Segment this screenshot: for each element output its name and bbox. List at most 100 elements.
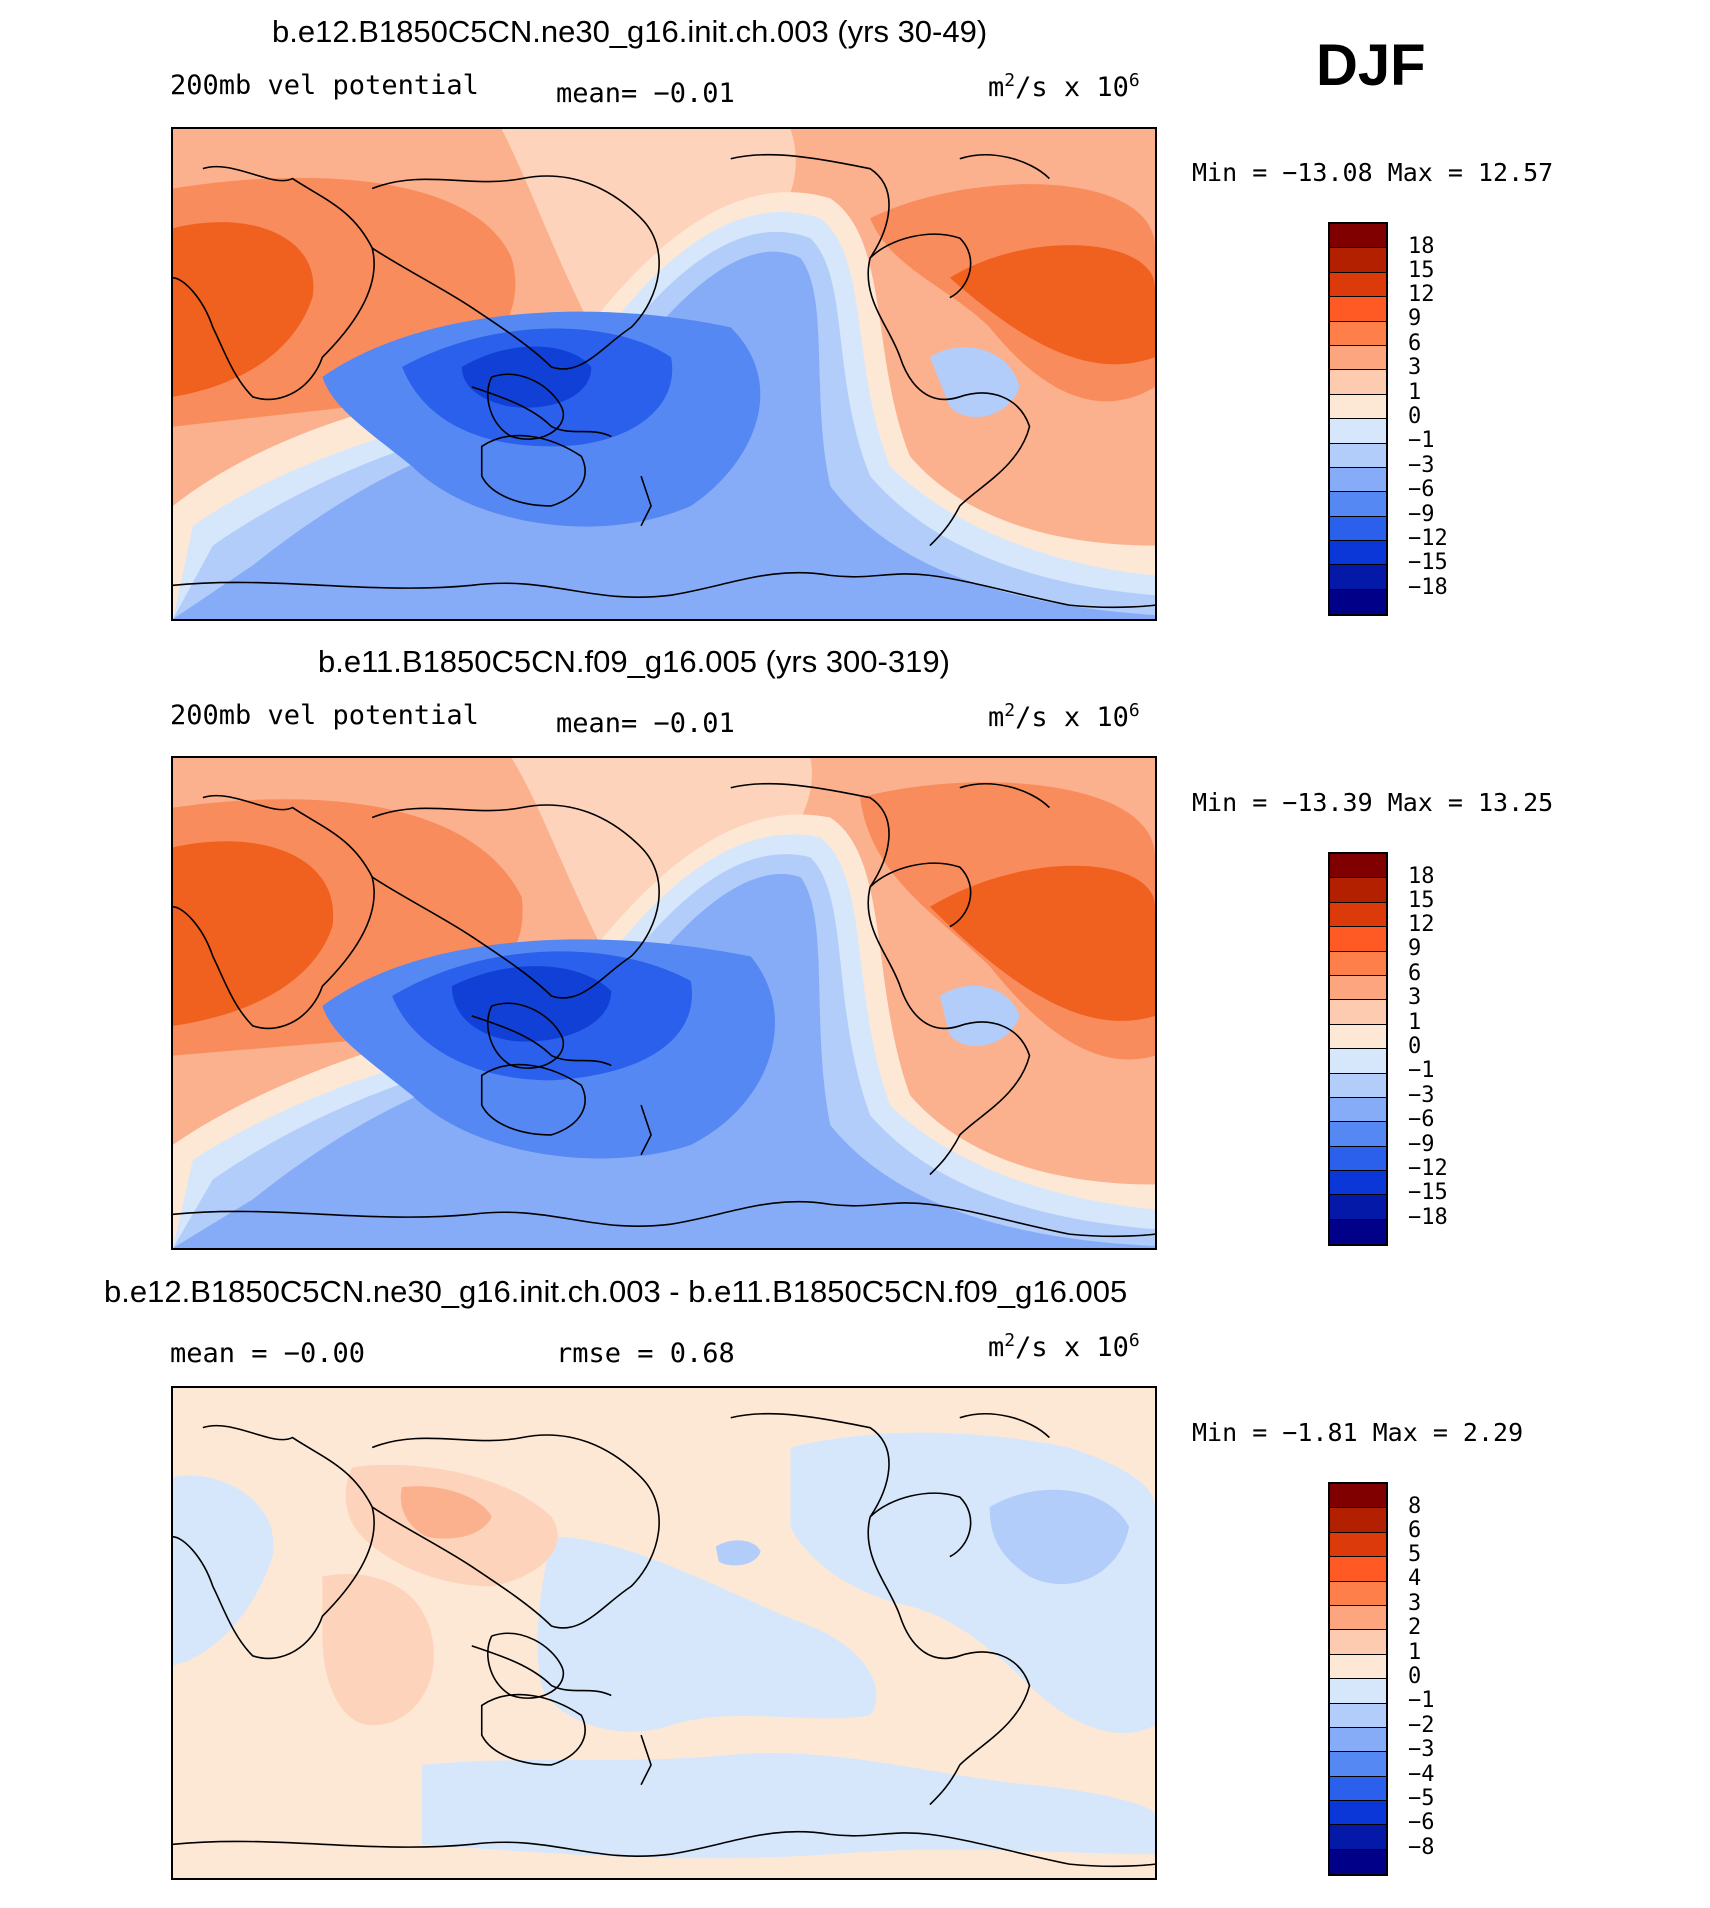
panel1-colorbar-cell — [1330, 394, 1386, 420]
panel2-colorbar-label: −6 — [1408, 1107, 1435, 1132]
panel2-colorbar-label: −1 — [1408, 1058, 1435, 1083]
panel3-map-svg — [173, 1388, 1155, 1878]
panel1-colorbar-cell — [1330, 541, 1386, 566]
panel2-colorbar-label: 6 — [1408, 961, 1422, 986]
panel3-colorbar-label: −5 — [1408, 1786, 1435, 1811]
panel2-mean-label: mean= −0.01 — [556, 708, 735, 739]
panel1-colorbar-label: −12 — [1408, 526, 1448, 551]
panel3-southern-ocean-low — [421, 1753, 1155, 1859]
panel1-colorbar-label: 1 — [1408, 380, 1422, 405]
panel3-colorbar-label: −2 — [1408, 1713, 1435, 1738]
panel3-colorbar-label: 0 — [1408, 1664, 1422, 1689]
panel3-colorbar-label: 8 — [1408, 1494, 1422, 1519]
panel2-colorbar-cell — [1330, 902, 1386, 928]
panel3-colorbar-cell — [1330, 1630, 1386, 1655]
panel3-indian-high — [322, 1573, 434, 1726]
panel2-colorbar-cell — [1330, 1000, 1386, 1025]
panel2-colorbar-label: 15 — [1408, 888, 1435, 913]
panel2-colorbar-label: 1 — [1408, 1010, 1422, 1035]
panel3-title: b.e12.B1850C5CN.ne30_g16.init.ch.003 - b… — [104, 1274, 1128, 1309]
panel1-colorbar-cell — [1330, 492, 1386, 517]
panel3-colorbar-cell — [1330, 1801, 1386, 1826]
panel1-colorbar-label: −15 — [1408, 550, 1448, 575]
panel1-atlantic-core — [949, 245, 1155, 365]
panel3-colorbar-cell — [1330, 1752, 1386, 1777]
panel2-colorbar-cell — [1330, 1195, 1386, 1220]
panel1-coastlines — [173, 153, 1155, 609]
panel1-minmax: Min = −13.08 Max = 12.57 — [1192, 158, 1554, 187]
panel3-pacific-low — [537, 1536, 877, 1732]
panel1-africa-high — [173, 222, 314, 397]
panel2-colorbar-label: −15 — [1408, 1180, 1448, 1205]
panel1-colorbar-label: −1 — [1408, 428, 1435, 453]
panel1-south-america-low — [929, 347, 1020, 418]
panel2-map — [171, 756, 1157, 1250]
panel1-colorbar-cell — [1330, 565, 1386, 590]
panel2-field-label: 200mb vel potential — [170, 700, 479, 731]
panel2-colorbar-cell — [1330, 1049, 1386, 1074]
panel2-colorbar — [1328, 852, 1388, 1247]
panel2-colorbar-cell — [1330, 854, 1386, 879]
panel3-colorbar-label: −1 — [1408, 1688, 1435, 1713]
panel3-colorbar-cell — [1330, 1703, 1386, 1728]
panel2-colorbar-cell — [1330, 1219, 1386, 1245]
panel2-colorbar-label: 12 — [1408, 912, 1435, 937]
panel1-colorbar-label: 15 — [1408, 258, 1435, 283]
panel3-atlantic-low — [989, 1489, 1130, 1585]
panel2-colorbar-cell — [1330, 1146, 1386, 1172]
panel3-colorbar-label: −3 — [1408, 1737, 1435, 1762]
panel3-colorbar-cell — [1330, 1581, 1386, 1606]
panel2-colorbar-label: 0 — [1408, 1034, 1422, 1059]
panel1-colorbar-label: 6 — [1408, 331, 1422, 356]
panel2-colorbar-cell — [1330, 1171, 1386, 1196]
panel2-minmax: Min = −13.39 Max = 13.25 — [1192, 788, 1554, 817]
panel3-units-label: m2/s x 106 — [988, 1330, 1140, 1363]
panel2-colorbar-label: 3 — [1408, 985, 1422, 1010]
panel3-colorbar-cell — [1330, 1484, 1386, 1509]
panel3-map — [171, 1386, 1157, 1880]
panel3-colorbar-cell — [1330, 1557, 1386, 1582]
panel1-colorbar-cell — [1330, 467, 1386, 493]
panel3-colorbar-label: −4 — [1408, 1762, 1435, 1787]
panel1-colorbar-cell — [1330, 272, 1386, 298]
panel1-map — [171, 127, 1157, 621]
panel2-africa-high — [173, 841, 334, 1026]
panel3-asia-core — [400, 1486, 492, 1539]
panel3-colorbar-label: 1 — [1408, 1640, 1422, 1665]
panel2-colorbar-label: 18 — [1408, 864, 1435, 889]
panel2-map-svg — [173, 758, 1155, 1248]
panel3-colorbar-label: 6 — [1408, 1518, 1422, 1543]
panel1-colorbar-cell — [1330, 224, 1386, 249]
panel1-field-label: 200mb vel potential — [170, 70, 479, 101]
panel2-title: b.e11.B1850C5CN.f09_g16.005 (yrs 300-319… — [318, 644, 950, 679]
panel3-colorbar-cell — [1330, 1776, 1386, 1802]
panel3-colorbar-cell — [1330, 1727, 1386, 1753]
panel3-colorbar-label: 5 — [1408, 1542, 1422, 1567]
panel2-colorbar-cell — [1330, 878, 1386, 903]
panel3-colorbar-label: −6 — [1408, 1810, 1435, 1835]
panel3-colorbar-cell — [1330, 1605, 1386, 1631]
panel1-units-label: m2/s x 106 — [988, 70, 1140, 103]
panel3-colorbar-cell — [1330, 1532, 1386, 1558]
panel2-colorbar-cell — [1330, 1024, 1386, 1050]
panel2-north-pacific-pink — [511, 758, 812, 947]
panel2-colorbar-cell — [1330, 1122, 1386, 1147]
panel2-coastlines — [173, 782, 1155, 1238]
panel1-colorbar-cell — [1330, 321, 1386, 346]
panel2-colorbar-label: −18 — [1408, 1205, 1448, 1230]
panel1-colorbar-label: −9 — [1408, 502, 1435, 527]
panel1-colorbar-label: −6 — [1408, 477, 1435, 502]
panel3-colorbar-label: 4 — [1408, 1566, 1422, 1591]
panel3-colorbar-label: 3 — [1408, 1591, 1422, 1616]
panel2-colorbar-label: −12 — [1408, 1156, 1448, 1181]
panel3-africa-low — [173, 1475, 274, 1666]
panel1-colorbar-label: −3 — [1408, 453, 1435, 478]
panel1-colorbar-label: −18 — [1408, 575, 1448, 600]
panel3-colorbar-label: 2 — [1408, 1615, 1422, 1640]
panel2-atlantic-core — [929, 865, 1155, 1021]
panel3-colorbar-label: −8 — [1408, 1835, 1435, 1860]
panel3-minmax: Min = −1.81 Max = 2.29 — [1192, 1418, 1524, 1447]
panel2-units-label: m2/s x 106 — [988, 700, 1140, 733]
panel2-colorbar-cell — [1330, 975, 1386, 1001]
panel1-mean-label: mean= −0.01 — [556, 78, 735, 109]
